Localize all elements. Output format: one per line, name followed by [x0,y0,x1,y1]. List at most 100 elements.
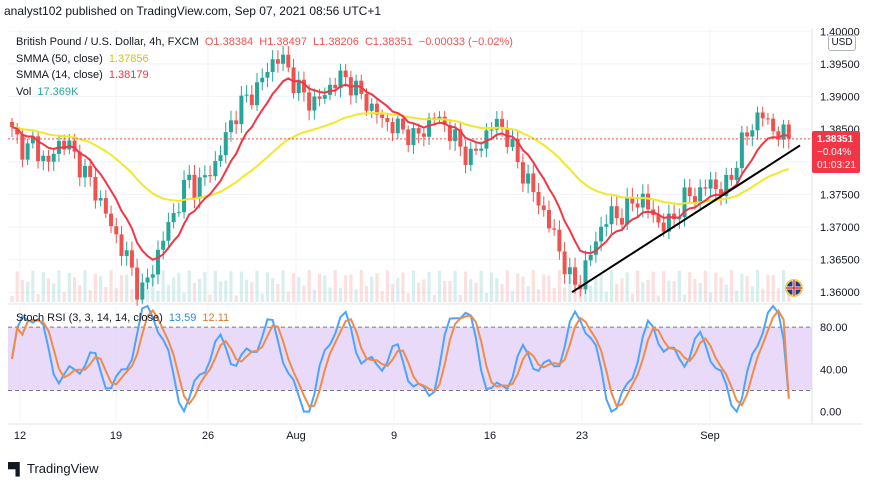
volume-bar [474,282,478,302]
candle-body [505,128,510,148]
volume-bar [682,294,687,302]
uk-flag-icon [785,279,803,297]
volume-bar [688,271,692,302]
candle-body [46,155,51,162]
candle-body [296,79,301,94]
candle-body [546,209,551,229]
volume-bar [531,270,535,302]
volume-bar [255,270,259,302]
candle-body [317,96,322,99]
volume-bar [776,288,780,302]
candle-body [458,129,463,147]
candle-body [526,173,531,184]
volume-bar [417,282,421,302]
sma14-line [11,77,789,261]
volume-bar [479,270,483,302]
volume-bar [516,273,520,302]
candle-body [724,174,729,196]
volume-bar [505,270,509,302]
candle-body [406,129,411,145]
stoch-legend: Stoch RSI (3, 3, 14, 14, close) 13.59 12… [16,312,232,324]
volume-bar [234,295,238,302]
candle-body [322,94,327,99]
candle-body [51,153,56,162]
last-change: −0.04% [817,146,852,158]
volume-bar [208,294,212,302]
currency-button[interactable]: USD [828,35,856,51]
candle-body [140,282,145,300]
volume-bar [448,280,452,302]
candle-body [129,250,134,268]
volume-bar [735,290,739,302]
candle-body [552,228,557,230]
candle-body [442,116,447,126]
candle-body [25,143,30,160]
volume-bar [547,275,551,302]
tradingview-brand[interactable]: ▀▌ TradingView [8,461,99,476]
volume-bar [172,277,176,302]
sma50-value: 1.37856 [108,53,149,65]
volume-bar [302,285,306,302]
candle-body [494,118,499,130]
time-tick-label: Sep [700,430,720,442]
volume-bar [239,271,243,302]
volume-bar [521,276,525,302]
volume-bar [557,270,561,302]
price-tick-label: 1.37000 [820,222,860,234]
candle-body [202,175,207,178]
volume-bar [364,286,369,302]
volume-bar [99,275,103,302]
sma14-label: SMMA (14, close) [16,69,103,81]
vol-legend: Vol 17.369K [16,86,81,98]
candle-body [713,179,718,190]
volume-bar [333,270,337,302]
volume-bar [510,291,515,302]
candle-body [15,127,20,135]
volume-bar [714,272,718,302]
volume-bar [536,289,541,302]
time-tick-label: 19 [110,430,122,442]
volume-bar [213,270,217,302]
candle-body [124,250,129,256]
volume-bar [484,293,489,302]
candle-body [708,179,713,189]
volume-bar [615,283,619,302]
volume-bar [187,270,191,302]
candle-body [82,165,87,178]
last-price: 1.38351 [817,133,854,145]
candle-body [103,198,108,214]
price-tick-label: 1.39000 [820,92,860,104]
candle-body [473,148,478,151]
volume-bar [218,281,223,302]
volume-bar [109,270,113,302]
price-tick-label: 1.36500 [820,255,860,267]
volume-bar [93,273,98,302]
volume-bar [594,276,598,302]
time-tick-label: 9 [391,430,397,442]
candle-body [515,138,520,163]
volume-bar [385,270,389,302]
candle-body [354,80,359,96]
volume-bar [630,293,634,302]
candle-body [786,124,791,139]
candle-body [239,95,244,125]
candle-body [98,198,103,201]
volume-bar [370,276,374,302]
volume-bar [328,287,332,302]
volume-bar [625,272,629,302]
candles [10,45,791,306]
candle-body [166,222,171,241]
volume-bar [719,277,723,302]
volume-bar [31,270,35,302]
price-tick-label: 1.37500 [820,189,860,201]
candle-body [427,117,432,137]
volume-bar [286,291,290,302]
candle-body [119,234,124,256]
volume-bar [130,288,134,302]
volume-bar [500,284,504,302]
candle-body [364,93,369,111]
volume-bar [10,296,14,302]
candle-body [192,174,197,199]
candle-body [421,133,426,137]
